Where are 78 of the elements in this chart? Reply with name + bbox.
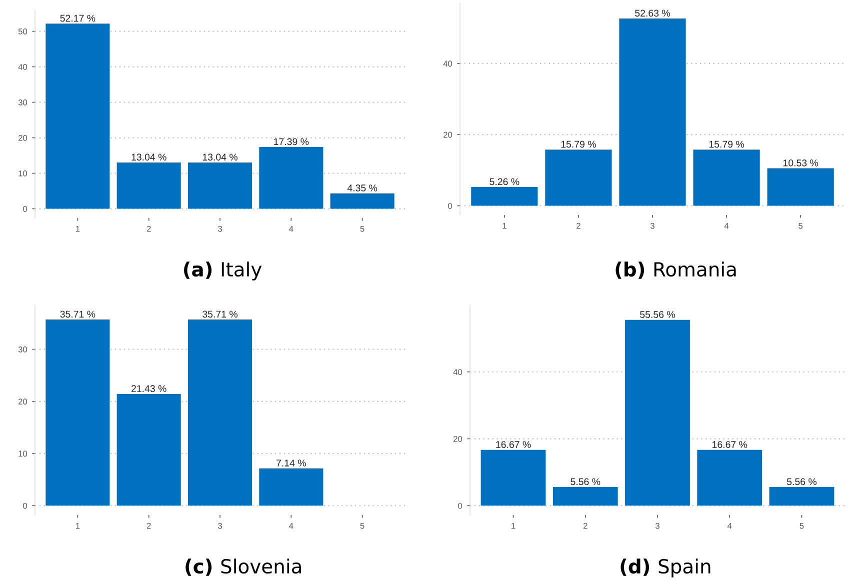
y-tick-label: 30 [18, 99, 28, 106]
x-tick-label: 4 [727, 522, 732, 529]
bar [188, 162, 252, 209]
bar [552, 487, 618, 506]
y-tick-label: 20 [18, 134, 28, 141]
x-tick-label: 3 [218, 522, 222, 529]
bar [116, 394, 181, 506]
data-label: 7.14 % [276, 460, 306, 466]
y-tick-label: 40 [18, 64, 28, 70]
y-tick-label: 10 [18, 450, 28, 457]
data-label: 52.17 % [60, 14, 96, 22]
bar [46, 24, 110, 209]
data-label: 17.39 % [274, 138, 309, 146]
data-label: 35.71 % [202, 310, 238, 318]
y-tick-label: 50 [18, 28, 28, 34]
text: (d) Spain [620, 558, 710, 578]
x-tick-label: 2 [146, 522, 151, 529]
data-label: 15.79 % [561, 140, 596, 148]
x-tick-label: 1 [76, 226, 80, 232]
bar [480, 450, 546, 506]
text: (c) Slovenia [186, 558, 301, 576]
data-label: 16.67 % [712, 441, 748, 448]
y-tick-label: 10 [18, 170, 28, 176]
bar [259, 147, 324, 209]
bar [769, 487, 834, 506]
x-tick-label: 2 [583, 522, 588, 529]
bar [46, 320, 110, 506]
y-tick-label: 0 [448, 202, 452, 209]
data-label: 10.53 % [783, 159, 818, 166]
bar [625, 320, 690, 506]
data-label: 13.04 % [132, 154, 166, 161]
x-tick-label: 1 [76, 522, 80, 529]
x-tick-label: 1 [512, 522, 516, 529]
data-label: 52.63 % [635, 10, 670, 17]
x-tick-label: 4 [724, 222, 729, 229]
y-tick-label: 20 [444, 132, 452, 138]
y-tick-label: 0 [23, 502, 28, 509]
bar [188, 320, 252, 506]
y-tick-label: 0 [23, 206, 28, 212]
data-label: 5.56 % [570, 478, 600, 486]
data-label: 5.56 % [786, 478, 817, 486]
y-tick-label: 40 [453, 369, 462, 375]
x-tick-label: 3 [650, 222, 654, 229]
x-tick-label: 2 [146, 226, 151, 232]
y-tick-label: 0 [458, 502, 462, 509]
y-tick-label: 20 [454, 436, 462, 442]
bar [471, 187, 538, 206]
bar [545, 150, 612, 206]
y-tick-label: 40 [443, 60, 452, 67]
bar [619, 18, 686, 206]
bar [767, 168, 834, 206]
x-tick-label: 3 [656, 522, 660, 529]
bar [693, 150, 760, 206]
x-tick-label: 2 [576, 222, 580, 229]
x-tick-label: 5 [360, 226, 364, 232]
bar [259, 468, 324, 506]
x-tick-label: 1 [502, 222, 506, 229]
text: (a) Italy [184, 262, 262, 280]
data-label: 16.67 % [496, 441, 531, 448]
x-tick-label: 3 [218, 226, 222, 232]
data-label: 21.43 % [132, 385, 166, 392]
bar [116, 162, 181, 209]
x-tick-label: 5 [360, 522, 364, 529]
data-label: 35.71 % [60, 310, 96, 318]
text: (b) Romania [616, 262, 736, 279]
x-tick-label: 4 [289, 226, 294, 232]
data-label: 13.04 % [202, 154, 238, 161]
x-tick-label: 4 [289, 522, 294, 529]
bar [330, 193, 394, 209]
data-label: 4.35 % [347, 184, 378, 192]
data-label: 5.26 % [490, 178, 520, 186]
data-label: 55.56 % [640, 311, 675, 318]
bar [697, 450, 762, 506]
x-tick-label: 5 [798, 222, 803, 229]
y-tick-label: 20 [18, 398, 28, 405]
data-label: 15.79 % [709, 140, 744, 148]
x-tick-label: 5 [800, 522, 804, 529]
y-tick-label: 30 [18, 346, 28, 352]
